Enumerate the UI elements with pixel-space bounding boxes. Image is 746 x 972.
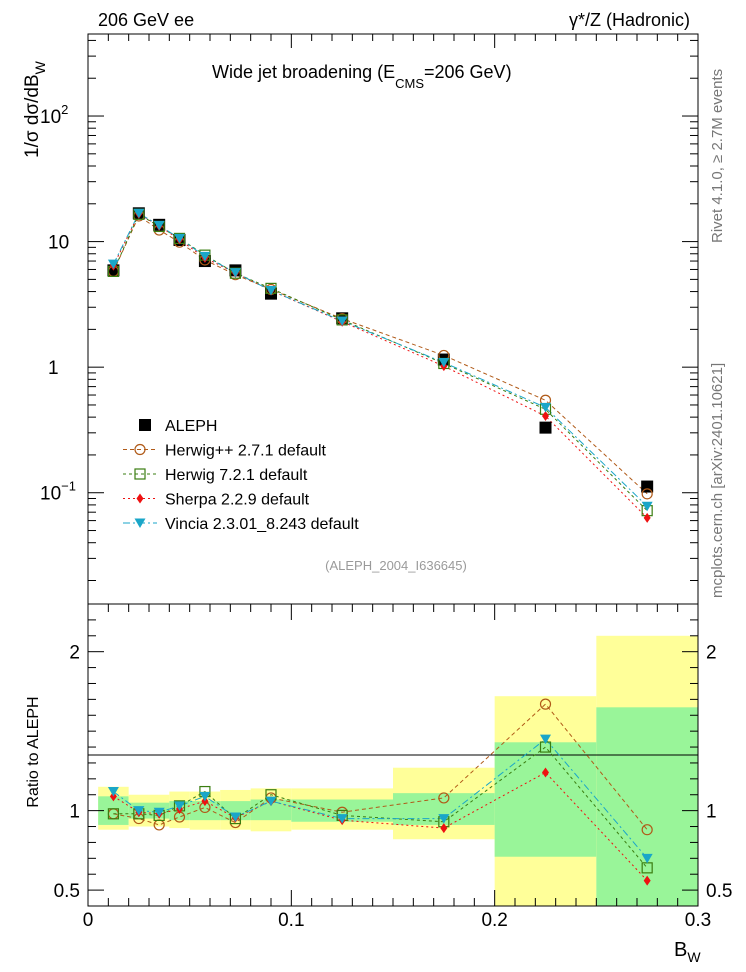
legend-label-1: Herwig 7.2.1 default xyxy=(165,467,308,484)
x-axis-label-sub: W xyxy=(687,949,701,965)
ratio-point-3 xyxy=(107,787,119,797)
y-tick-label: 1 xyxy=(48,358,59,379)
ratio-point-1 xyxy=(107,808,120,820)
header-left-label: 206 GeV ee xyxy=(98,10,194,30)
ratio-band-inner xyxy=(494,742,597,857)
ratio-point-2 xyxy=(643,875,651,886)
analysis-watermark: (ALEPH_2004_I636645) xyxy=(325,558,467,573)
legend-marker-0 xyxy=(134,443,146,456)
series-point-3 xyxy=(540,402,551,413)
ratio-band-inner xyxy=(189,801,221,821)
y-tick-label: 10−1 xyxy=(40,479,76,505)
ratio-point-0 xyxy=(539,698,552,710)
ratio-y-tick-label: 0.5 xyxy=(54,881,80,902)
ratio-point-3 xyxy=(229,812,241,822)
ratio-y-tick-label-right: 0.5 xyxy=(706,881,732,902)
ratio-y-tick-label: 1 xyxy=(69,802,80,823)
series-point-3 xyxy=(133,208,145,219)
series-point-0 xyxy=(641,488,653,500)
series-point-3 xyxy=(153,220,165,231)
series-point-3 xyxy=(107,259,119,270)
series-point-3 xyxy=(641,501,653,512)
ratio-y-axis-label: Ratio to ALEPH xyxy=(25,696,42,807)
series-point-3 xyxy=(265,285,277,296)
ratio-point-3 xyxy=(133,806,145,816)
mcplots-label: mcplots.cern.ch [arXiv:2401.10621] xyxy=(709,363,726,598)
ratio-line-0 xyxy=(113,703,648,831)
main-axes: 10−1 1 10 102 xyxy=(40,34,699,582)
series-line-3 xyxy=(112,212,648,507)
chart-title-main: Wide jet broadening (E xyxy=(212,62,395,82)
ratio-markers xyxy=(107,698,653,886)
ratio-axes: 0.5 0.5 1 1 2 2 0 0.1 0.2 0.3 xyxy=(54,603,732,931)
data-point xyxy=(539,421,552,434)
series-point-3 xyxy=(174,233,185,244)
ratio-point-2 xyxy=(440,823,448,834)
legend-marker-1 xyxy=(134,468,146,480)
chart-title-tail: =206 GeV) xyxy=(424,62,512,82)
y-axis-label-main: 1/σ dσ/dB xyxy=(22,74,43,158)
ratio-point-3 xyxy=(540,734,551,745)
ratio-point-3 xyxy=(199,791,211,802)
legend-marker-3 xyxy=(134,518,146,528)
series-point-3 xyxy=(199,251,211,262)
legend-label-0: Herwig++ 2.7.1 default xyxy=(165,443,327,460)
series-markers xyxy=(107,207,654,523)
ratio-point-2 xyxy=(542,767,549,778)
ratio-bands xyxy=(98,635,698,906)
legend-marker-2 xyxy=(136,493,144,504)
series-line-0 xyxy=(112,215,648,495)
legend-label-2: Sherpa 2.2.9 default xyxy=(165,492,310,509)
legend-marker-data xyxy=(139,419,151,431)
x-tick-label: 0.2 xyxy=(481,910,507,931)
ratio-point-0 xyxy=(438,792,450,804)
x-tick-label: 0.3 xyxy=(685,910,711,931)
y-tick-label: 10 xyxy=(48,233,69,254)
ratio-y-tick-label-right: 1 xyxy=(706,802,717,823)
rivet-version-label: Rivet 4.1.0, ≥ 2.7M events xyxy=(709,69,726,243)
x-tick-label: 0.1 xyxy=(278,910,304,931)
series-point-2 xyxy=(542,411,549,422)
ratio-band-inner xyxy=(220,801,251,821)
ratio-y-tick-label: 2 xyxy=(69,643,80,664)
x-tick-label: 0 xyxy=(83,910,94,931)
chart-title-sub: CMS xyxy=(395,76,424,91)
ratio-point-3 xyxy=(336,814,348,824)
ratio-point-3 xyxy=(174,801,185,811)
ratio-point-3 xyxy=(641,853,653,864)
y-axis-label-sub: W xyxy=(32,60,48,74)
legend-label-3: Vincia 2.3.01_8.243 default xyxy=(165,516,359,533)
x-axis-label: BW xyxy=(674,939,701,965)
y-tick-label: 102 xyxy=(40,102,68,128)
x-axis-label-main: B xyxy=(674,939,687,961)
ratio-point-0 xyxy=(641,824,653,836)
ratio-y-tick-label-right: 2 xyxy=(706,643,717,664)
series-point-3 xyxy=(229,268,241,278)
chart-title: Wide jet broadening (ECMS=206 GeV) xyxy=(212,62,512,91)
ratio-line-2 xyxy=(113,771,648,881)
series-point-3 xyxy=(336,316,348,327)
y-axis-label: 1/σ dσ/dBW xyxy=(22,60,48,158)
legend: ALEPH Herwig++ 2.7.1 default Herwig 7.2.1 … xyxy=(123,418,359,533)
ratio-point-3 xyxy=(153,807,165,818)
header-right-label: γ*/Z (Hadronic) xyxy=(569,10,690,30)
ratio-point-3 xyxy=(265,796,277,807)
series-point-2 xyxy=(643,512,651,523)
legend-label-data: ALEPH xyxy=(165,418,217,435)
ratio-point-3 xyxy=(438,814,450,824)
series-point-3 xyxy=(438,357,450,368)
